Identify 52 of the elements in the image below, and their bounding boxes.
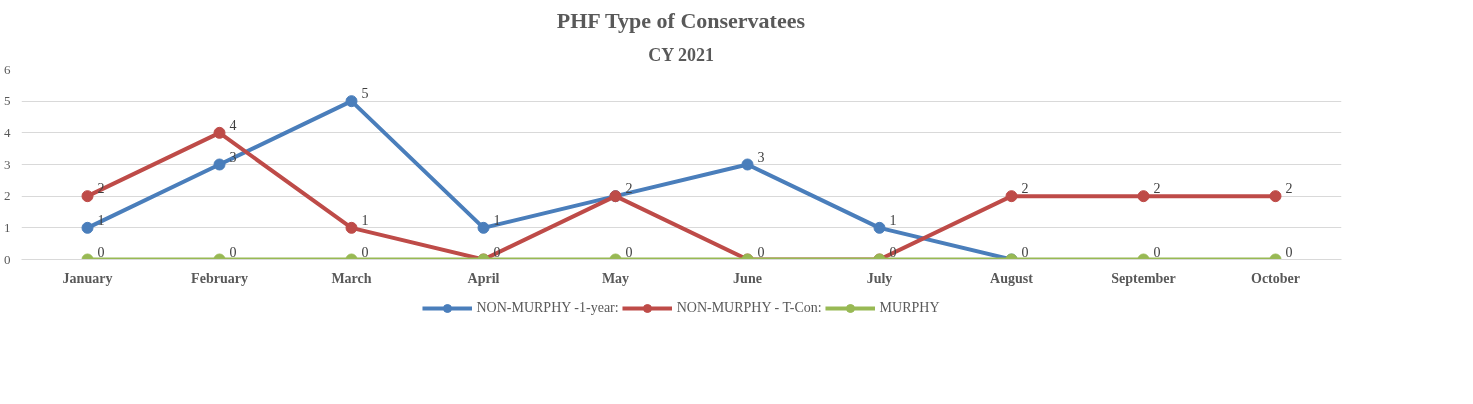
point [873,221,886,234]
x-tick-label: August [990,270,1034,286]
data-label: 0 [361,244,369,260]
legend-label: NON-MURPHY -1-year: [476,300,619,316]
chart-title: PHF Type of Conservatees [556,7,806,33]
y-tick-label: 6 [4,61,11,77]
legend-label: MURPHY [879,300,940,316]
point [81,190,94,203]
data-label: 0 [1285,244,1293,260]
y-tick-label: 3 [4,156,11,172]
x-tick-label: May [601,270,630,286]
y-tick-label: 1 [4,219,11,235]
x-tick-label: March [331,270,372,286]
point [213,158,226,171]
data-label: 1 [889,212,897,228]
legend-label: NON-MURPHY - T-Con: [676,300,822,316]
x-tick-label: October [1251,270,1300,286]
chart-subtitle: CY 2021 [648,44,715,65]
data-label: 0 [1021,244,1029,260]
y-tick-label: 4 [4,124,11,140]
x-tick-label: July [866,270,893,286]
point [741,158,754,171]
point [213,126,226,139]
point [345,221,358,234]
data-label: 2 [1153,181,1161,197]
point [477,221,490,234]
point [1269,190,1282,203]
y-tick-label: 5 [4,93,11,109]
x-tick-label: September [1111,270,1176,286]
data-label: 0 [625,244,633,260]
point [81,221,94,234]
data-label: 0 [229,244,237,260]
x-tick-label: January [62,270,113,286]
data-label: 2 [1285,181,1293,197]
data-label: 2 [1021,181,1029,197]
x-tick-label: April [467,270,500,286]
data-label: 0 [97,244,105,260]
data-label: 1 [493,212,501,228]
x-tick-label: June [733,270,762,286]
data-label: 5 [361,86,369,102]
data-label: 1 [97,212,105,228]
point [1137,190,1150,203]
data-label: 3 [757,149,765,165]
y-tick-label: 2 [4,188,11,204]
x-tick-label: February [191,270,248,286]
data-label: 0 [1153,244,1161,260]
data-label: 1 [361,212,369,228]
y-tick-label: 0 [4,251,11,267]
point [345,95,358,108]
point [1005,190,1018,203]
data-label: 4 [229,117,237,133]
data-label: 0 [757,244,765,260]
